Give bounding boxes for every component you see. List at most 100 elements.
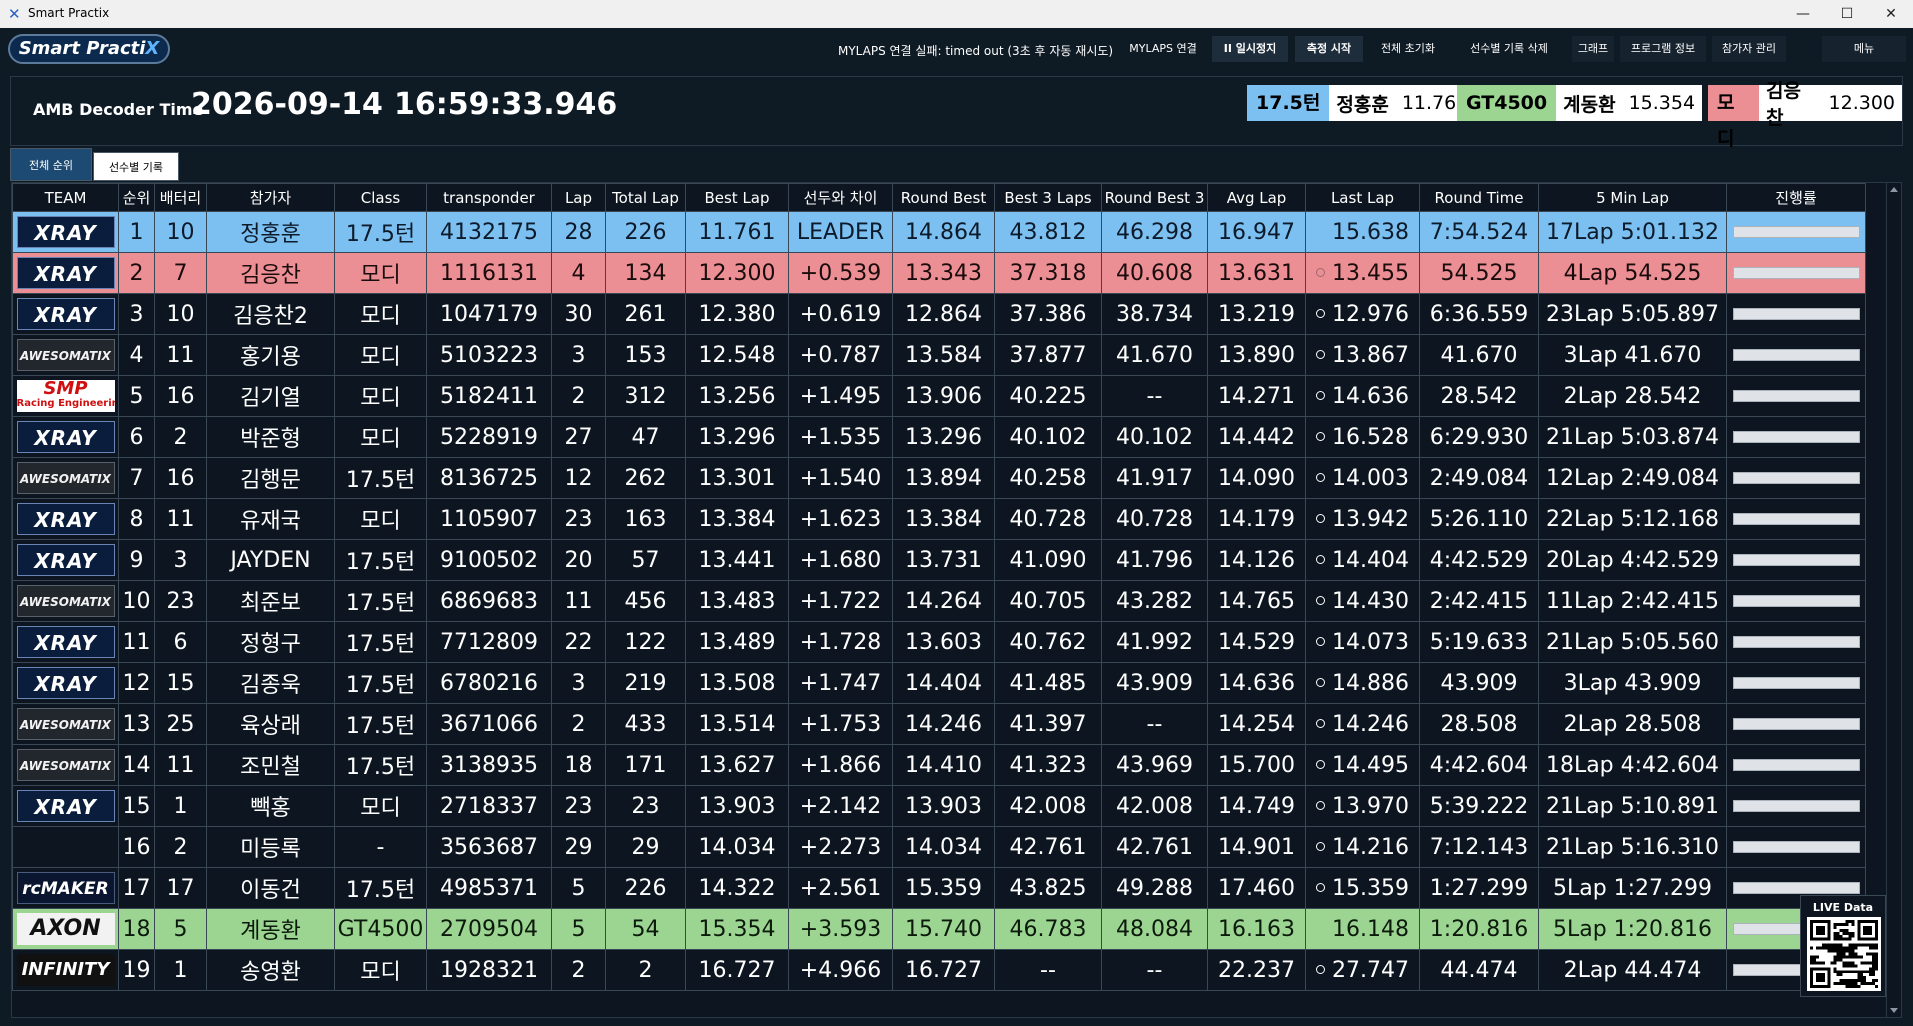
column-header-five-min-lap[interactable]: 5 Min Lap	[1538, 183, 1727, 212]
column-header-avg-lap[interactable]: Avg Lap	[1207, 183, 1306, 212]
cell-round-best: 13.894	[892, 457, 995, 499]
cell-rank: 4	[118, 334, 155, 376]
cell-class: 17.5턴	[334, 539, 427, 581]
cell-round-best: 16.727	[892, 949, 995, 991]
pause-button[interactable]: II 일시정지	[1212, 36, 1288, 62]
team-logo: AWESOMATIX	[16, 749, 115, 781]
table-row[interactable]: 16 2 미등록 -3563687 29 29 14.034 +2.273 14.034 42.7…	[12, 826, 1866, 868]
team-cell: XRAY	[12, 785, 119, 827]
progress-bar	[1732, 226, 1860, 238]
cell-last-lap: 16.148	[1305, 908, 1420, 950]
table-row[interactable]: XRAY 6 2 박준형 모디 5228919 27 47 13.296 +1.535 13.296…	[12, 416, 1866, 458]
start-measure-button[interactable]: 측정 시작	[1295, 36, 1363, 62]
cell-best-lap: 13.627	[685, 744, 789, 786]
lap-marker-icon	[1316, 432, 1325, 441]
live-data-qr[interactable]: LIVE Data	[1800, 895, 1886, 997]
lap-marker-icon	[1316, 391, 1325, 400]
cell-battery: 3	[154, 539, 207, 581]
column-header-lap[interactable]: Lap	[551, 183, 606, 212]
cell-lap: 11	[551, 580, 606, 622]
tab-overall-ranking[interactable]: 전체 순위	[10, 148, 92, 181]
scroll-down-icon[interactable]	[1890, 1008, 1898, 1013]
table-row[interactable]: AWESOMATIX 7 16 김행문 17.5턴 8136725 12 262 13.301 +…	[12, 457, 1866, 499]
team-logo: XRAY	[16, 667, 115, 699]
scroll-up-icon[interactable]	[1890, 187, 1898, 192]
column-header-total-lap[interactable]: Total Lap	[605, 183, 686, 212]
cell-avg: 14.179	[1207, 498, 1306, 540]
column-header-participant[interactable]: 참가자	[206, 183, 335, 212]
column-header-gap[interactable]: 선두와 차이	[788, 183, 893, 212]
column-header-progress[interactable]: 진행률	[1726, 183, 1866, 212]
table-row[interactable]: XRAY 8 11 유재국 모디 1105907 23 163 13.384 +1.623 13.3…	[12, 498, 1866, 540]
cell-avg: 16.947	[1207, 211, 1306, 253]
column-header-round-best3[interactable]: Round Best 3	[1101, 183, 1208, 212]
cell-lap: 18	[551, 744, 606, 786]
cell-round-best: 14.246	[892, 703, 995, 745]
cell-name: 김응찬2	[206, 293, 335, 335]
graph-button[interactable]: 그래프	[1572, 36, 1614, 62]
table-row[interactable]: XRAY 1 10 정홍훈 17.5턴 4132175 28 226 11.761 LEADER 1…	[12, 211, 1866, 253]
class-leader-name: 정홍훈	[1336, 93, 1389, 116]
last-lap-value: 14.246	[1332, 711, 1409, 737]
menu-button[interactable]: 메뉴	[1822, 36, 1906, 62]
cell-progress	[1726, 621, 1866, 663]
column-header-team[interactable]: TEAM	[12, 183, 119, 212]
cell-best3: 41.090	[994, 539, 1102, 581]
column-header-last-lap[interactable]: Last Lap	[1305, 183, 1420, 212]
cell-best-lap: 13.514	[685, 703, 789, 745]
column-header-best3[interactable]: Best 3 Laps	[994, 183, 1102, 212]
column-header-round-best[interactable]: Round Best	[892, 183, 995, 212]
cell-total-lap: 433	[605, 703, 686, 745]
table-row[interactable]: XRAY 11 6 정형구 17.5턴 7712809 22 122 13.489 +1.728 1…	[12, 621, 1866, 663]
cell-avg: 15.700	[1207, 744, 1306, 786]
table-row[interactable]: XRAY 15 1 빽홍 모디 2718337 23 23 13.903 +2.142 13.903…	[12, 785, 1866, 827]
program-info-button[interactable]: 프로그램 정보	[1620, 36, 1706, 62]
cell-gap: +1.495	[788, 375, 893, 417]
vertical-scrollbar[interactable]	[1886, 183, 1901, 1017]
cell-transponder: 5228919	[426, 416, 552, 458]
team-cell: XRAY	[12, 252, 119, 294]
table-row[interactable]: AWESOMATIX 14 11 조민철 17.5턴 3138935 18 171 13.627…	[12, 744, 1866, 786]
cell-last-lap: 15.359	[1305, 867, 1420, 909]
delete-player-records-button[interactable]: 선수별 기록 삭제	[1470, 42, 1548, 55]
table-row[interactable]: rcMAKER 17 17 이동건 17.5턴 4985371 5 226 14.322 +2.5…	[12, 867, 1866, 909]
table-row[interactable]: AWESOMATIX 13 25 육상래 17.5턴 3671066 2 433 13.514 +…	[12, 703, 1866, 745]
cell-avg: 16.163	[1207, 908, 1306, 950]
cell-round-time: 2:42.415	[1419, 580, 1539, 622]
cell-round-best: 15.740	[892, 908, 995, 950]
table-row[interactable]: AXON 18 5 계동환 GT4500 2709504 5 54 15.354 +3.593 15…	[12, 908, 1866, 950]
column-header-class[interactable]: Class	[334, 183, 427, 212]
table-row[interactable]: AWESOMATIX 10 23 최준보 17.5턴 6869683 11 456 13.483…	[12, 580, 1866, 622]
column-header-rank[interactable]: 순위	[118, 183, 155, 212]
table-row[interactable]: INFINITY 19 1 송영환 모디 1928321 2 2 16.727 +4.966 16.…	[12, 949, 1866, 991]
column-header-battery[interactable]: 배터리	[154, 183, 207, 212]
table-row[interactable]: AWESOMATIX 4 11 홍기용 모디 5103223 3 153 12.548 +0.78…	[12, 334, 1866, 376]
cell-five-min: 18Lap 4:42.604	[1538, 744, 1727, 786]
cell-avg: 14.901	[1207, 826, 1306, 868]
reset-all-button[interactable]: 전체 초기화	[1380, 42, 1436, 55]
table-row[interactable]: XRAY 3 10 김응찬2 모디 1047179 30 261 12.380 +0.619 12.…	[12, 293, 1866, 335]
cell-lap: 4	[551, 252, 606, 294]
tab-player-records[interactable]: 선수별 기록	[93, 152, 179, 181]
minimize-button[interactable]: —	[1796, 6, 1810, 22]
cell-total-lap: 456	[605, 580, 686, 622]
close-button[interactable]: ✕	[1885, 6, 1897, 22]
cell-avg: 22.237	[1207, 949, 1306, 991]
participant-manage-button[interactable]: 참가자 관리	[1712, 36, 1786, 62]
cell-avg: 13.890	[1207, 334, 1306, 376]
column-header-round-time[interactable]: Round Time	[1419, 183, 1539, 212]
cell-last-lap: 14.495	[1305, 744, 1420, 786]
mylaps-connect-button[interactable]: MYLAPS 연결	[1129, 42, 1197, 55]
cell-transponder: 5182411	[426, 375, 552, 417]
table-row[interactable]: XRAY 9 3 JAYDEN 17.5턴 9100502 20 57 13.441 +1.680…	[12, 539, 1866, 581]
column-header-best-lap[interactable]: Best Lap	[685, 183, 789, 212]
cell-best-lap: 13.384	[685, 498, 789, 540]
cell-total-lap: 261	[605, 293, 686, 335]
table-row[interactable]: XRAY 12 15 김종욱 17.5턴 6780216 3 219 13.508 +1.747 1…	[12, 662, 1866, 704]
cell-best3: 41.323	[994, 744, 1102, 786]
maximize-button[interactable]: ☐	[1840, 6, 1854, 22]
table-row[interactable]: XRAY 2 7 김응찬 모디 1116131 4 134 12.300 +0.539 13.343…	[12, 252, 1866, 294]
column-header-transponder[interactable]: transponder	[426, 183, 552, 212]
cell-best-lap: 13.301	[685, 457, 789, 499]
